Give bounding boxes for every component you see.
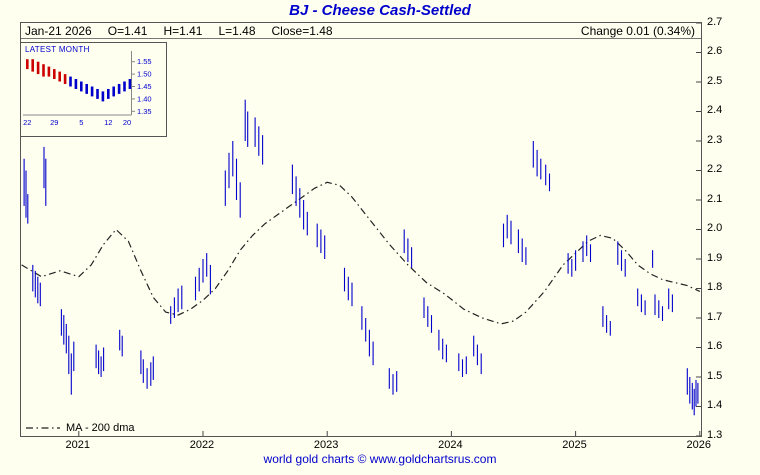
svg-text:22: 22	[23, 118, 31, 127]
y-axis-tick-label: 1.8	[707, 281, 723, 293]
x-axis-tick-label: 2024	[438, 439, 463, 451]
svg-text:12: 12	[104, 118, 112, 127]
quote-high: H=1.41	[163, 23, 203, 38]
x-axis-labels: 2021 2022 2023 2024 2025 2026	[20, 439, 711, 453]
y-axis-tick-label: 2.1	[707, 192, 723, 205]
svg-text:1.45: 1.45	[137, 82, 152, 91]
y-axis-tick-label: 2.3	[707, 133, 723, 146]
y-axis-tick-label: 1.6	[707, 340, 723, 352]
svg-text:1.35: 1.35	[137, 107, 152, 116]
main-chart-area: Jan-21 2026 O=1.41 H=1.41 L=1.48 Close=1…	[20, 22, 702, 437]
x-axis-tick-label: 2022	[189, 439, 215, 451]
y-axis-tick-label: 2.0	[707, 222, 723, 234]
x-axis-tick-label: 2026	[686, 439, 711, 451]
x-axis-tick-label: 2021	[65, 439, 90, 451]
latest-month-inset: LATEST MONTH 1.55 1.50 1.45 1.40 1.35 22 29 5 12…	[20, 42, 167, 137]
y-axis-tick-label: 2.5	[707, 74, 723, 87]
svg-text:5: 5	[79, 118, 83, 127]
quote-low: L=1.48	[218, 23, 256, 38]
y-axis-tick-label: 1.3	[707, 428, 723, 441]
svg-text:20: 20	[123, 118, 131, 127]
quote-change: Change 0.01 (0.34%)	[580, 23, 695, 38]
x-axis-tick-label: 2025	[562, 439, 587, 451]
svg-text:1.50: 1.50	[137, 70, 152, 79]
y-axis-tick-label: 2.2	[707, 163, 723, 175]
y-axis-tick-label: 2.4	[707, 104, 723, 116]
page-title: BJ - Cheese Cash-Settled	[289, 2, 471, 19]
ma-legend-label: MA - 200 dma	[66, 422, 135, 434]
footer-credit: world gold charts © www.goldchartsrus.co…	[263, 452, 497, 466]
svg-text:29: 29	[50, 118, 58, 127]
quote-date: Jan-21 2026	[25, 23, 92, 38]
y-axis-tick-label: 2.7	[707, 15, 723, 28]
y-axis-tick-label: 1.7	[707, 310, 723, 323]
ma-line-sample-icon	[26, 427, 60, 429]
inset-title: LATEST MONTH	[25, 45, 90, 54]
y-axis-tick-label: 1.5	[707, 369, 723, 382]
ohlc-info-bar: Jan-21 2026 O=1.41 H=1.41 L=1.48 Close=1…	[21, 23, 701, 39]
svg-text:1.40: 1.40	[137, 94, 152, 103]
quote-close: Close=1.48	[271, 23, 333, 38]
price-chart-svg	[21, 23, 701, 436]
y-axis-tick-label: 2.6	[707, 45, 723, 57]
y-axis-labels: 2.7 2.6 2.5 2.4 2.3 2.2 2.1 2.0 1.9 1.8 1.7 1.6 1.5 1…	[705, 16, 745, 441]
x-axis-tick-label: 2023	[313, 439, 339, 451]
svg-text:1.55: 1.55	[137, 57, 152, 66]
quote-open: O=1.41	[107, 23, 148, 38]
inset-chart-svg: 1.55 1.50 1.45 1.40 1.35 22 29 5 12 20	[23, 51, 152, 127]
y-axis-tick-label: 1.9	[707, 251, 723, 264]
y-axis-tick-label: 1.4	[707, 399, 723, 411]
ma-legend: MA - 200 dma	[26, 422, 134, 434]
